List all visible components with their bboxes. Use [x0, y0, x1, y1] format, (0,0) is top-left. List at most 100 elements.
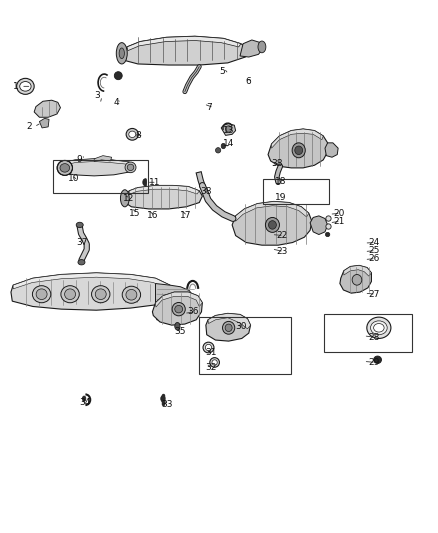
Polygon shape — [120, 36, 252, 65]
Text: 27: 27 — [368, 290, 379, 298]
Ellipse shape — [172, 303, 185, 316]
Polygon shape — [206, 313, 251, 341]
Ellipse shape — [161, 395, 165, 402]
Polygon shape — [268, 129, 328, 168]
Text: 31: 31 — [205, 349, 216, 357]
Text: 6: 6 — [245, 77, 251, 85]
Ellipse shape — [95, 289, 106, 300]
Ellipse shape — [371, 321, 387, 335]
Ellipse shape — [367, 317, 391, 338]
Polygon shape — [65, 159, 129, 165]
Text: 24: 24 — [368, 238, 379, 247]
Ellipse shape — [124, 192, 128, 197]
Ellipse shape — [65, 289, 75, 300]
Text: 14: 14 — [223, 140, 235, 148]
Polygon shape — [232, 201, 312, 245]
Ellipse shape — [36, 289, 47, 300]
Ellipse shape — [143, 179, 146, 185]
Ellipse shape — [326, 224, 331, 229]
Text: 23: 23 — [276, 247, 287, 256]
Ellipse shape — [114, 72, 122, 80]
Polygon shape — [236, 201, 309, 221]
Ellipse shape — [326, 216, 331, 221]
Ellipse shape — [352, 274, 362, 285]
Ellipse shape — [57, 160, 73, 175]
Ellipse shape — [215, 148, 221, 153]
Text: 33: 33 — [161, 400, 173, 408]
Ellipse shape — [374, 324, 384, 332]
Text: 21: 21 — [333, 217, 344, 225]
Polygon shape — [325, 143, 338, 157]
Text: 4: 4 — [114, 98, 120, 107]
Text: 25: 25 — [368, 246, 379, 255]
Ellipse shape — [119, 48, 124, 59]
Text: 9: 9 — [77, 156, 82, 164]
Ellipse shape — [32, 286, 51, 303]
Ellipse shape — [76, 222, 83, 228]
Text: 16: 16 — [147, 212, 158, 220]
Ellipse shape — [268, 221, 276, 229]
Ellipse shape — [221, 143, 226, 149]
Ellipse shape — [17, 78, 34, 94]
Polygon shape — [221, 124, 236, 135]
Ellipse shape — [374, 356, 381, 364]
Ellipse shape — [61, 286, 79, 303]
Polygon shape — [34, 100, 60, 117]
Text: 18: 18 — [275, 177, 286, 185]
Ellipse shape — [60, 164, 70, 172]
Ellipse shape — [122, 286, 141, 303]
Text: 1: 1 — [13, 82, 19, 91]
Polygon shape — [310, 216, 328, 235]
Ellipse shape — [175, 322, 180, 330]
Polygon shape — [152, 292, 202, 325]
Ellipse shape — [292, 143, 305, 158]
Ellipse shape — [82, 396, 86, 401]
Text: 20: 20 — [333, 209, 344, 217]
Text: 38: 38 — [272, 159, 283, 168]
Polygon shape — [155, 284, 195, 321]
Bar — [199, 317, 291, 374]
Text: 3: 3 — [94, 92, 100, 100]
Text: 29: 29 — [368, 358, 379, 367]
Ellipse shape — [203, 342, 214, 353]
Polygon shape — [127, 36, 241, 51]
Text: 28: 28 — [368, 333, 379, 342]
Ellipse shape — [325, 232, 330, 237]
Polygon shape — [124, 185, 202, 209]
Ellipse shape — [223, 321, 235, 334]
Text: 38: 38 — [201, 188, 212, 196]
Polygon shape — [272, 129, 323, 148]
Ellipse shape — [258, 41, 266, 53]
Text: 34: 34 — [79, 398, 90, 407]
Ellipse shape — [117, 43, 127, 64]
Ellipse shape — [78, 260, 85, 265]
Text: 7: 7 — [206, 103, 212, 112]
Ellipse shape — [127, 164, 134, 171]
Ellipse shape — [205, 344, 212, 351]
Text: 17: 17 — [180, 212, 191, 220]
Ellipse shape — [225, 324, 232, 332]
Ellipse shape — [295, 146, 303, 155]
Bar — [53, 160, 148, 193]
Text: 19: 19 — [275, 193, 286, 201]
Polygon shape — [340, 265, 371, 293]
Ellipse shape — [212, 360, 217, 365]
Ellipse shape — [175, 305, 183, 313]
Polygon shape — [94, 156, 112, 161]
Ellipse shape — [265, 217, 279, 232]
Ellipse shape — [226, 126, 232, 132]
Ellipse shape — [120, 190, 129, 207]
Text: 30: 30 — [236, 322, 247, 330]
Polygon shape — [62, 159, 135, 176]
Text: 8: 8 — [136, 132, 141, 140]
Polygon shape — [39, 118, 49, 128]
Polygon shape — [11, 273, 170, 310]
Text: 11: 11 — [149, 178, 160, 187]
Polygon shape — [129, 185, 199, 195]
Ellipse shape — [20, 82, 31, 91]
Ellipse shape — [92, 286, 110, 303]
Polygon shape — [344, 265, 371, 276]
Text: 22: 22 — [276, 231, 287, 240]
Text: 35: 35 — [174, 327, 186, 336]
Text: 26: 26 — [368, 254, 379, 263]
